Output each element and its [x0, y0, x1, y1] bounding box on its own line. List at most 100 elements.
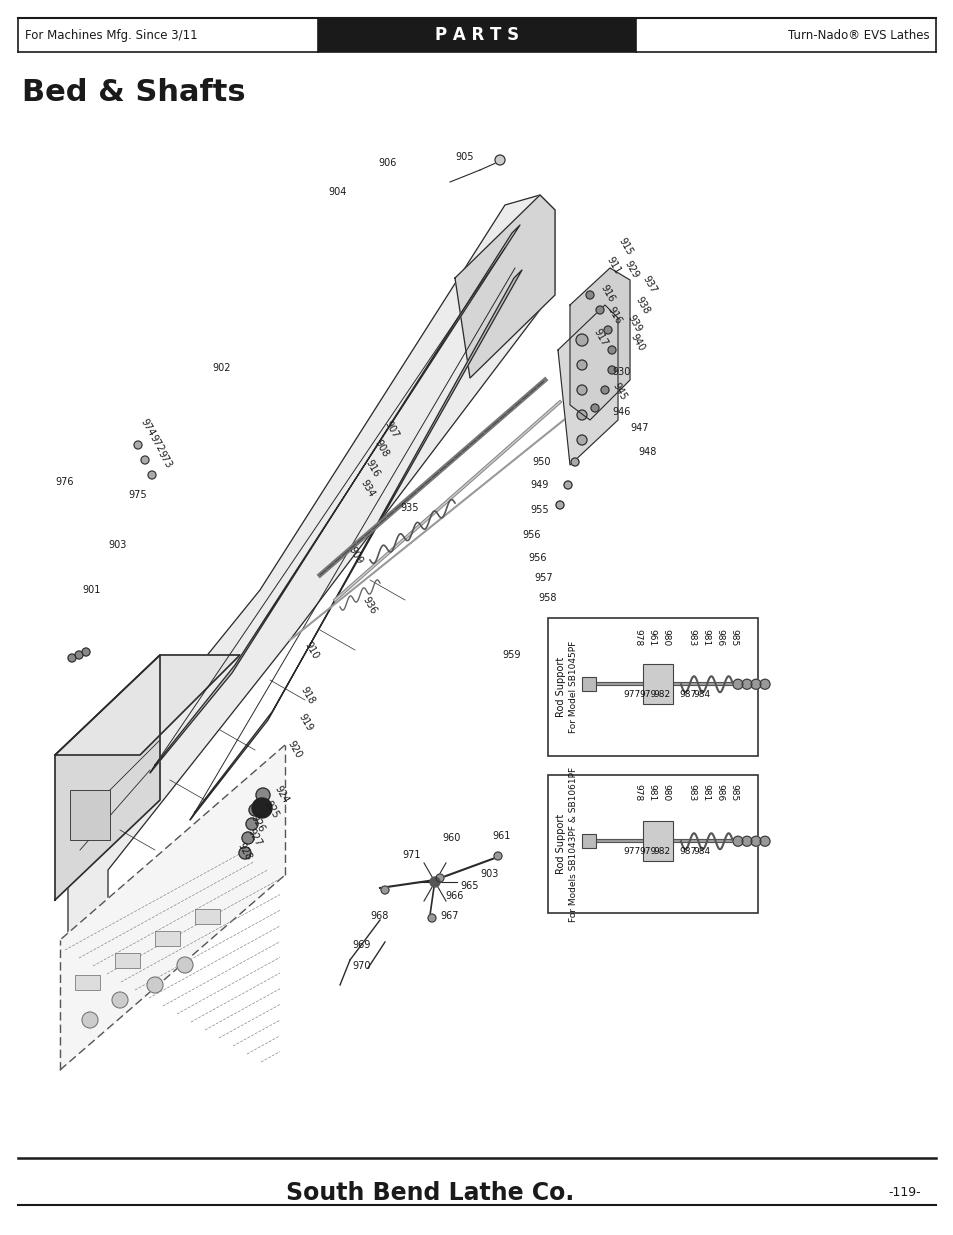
Text: Rod Support: Rod Support: [556, 657, 565, 718]
Circle shape: [760, 679, 769, 689]
Text: 906: 906: [378, 158, 396, 168]
Text: 981: 981: [700, 630, 710, 647]
Text: 925: 925: [263, 799, 281, 820]
Text: 978: 978: [633, 630, 641, 647]
Text: 961: 961: [493, 831, 511, 841]
Circle shape: [760, 836, 769, 846]
Text: 916: 916: [598, 283, 617, 304]
Circle shape: [252, 798, 272, 818]
Text: Rod Support: Rod Support: [556, 814, 565, 874]
Text: 956: 956: [522, 530, 540, 540]
Text: 934: 934: [358, 478, 376, 499]
Text: 909: 909: [347, 545, 365, 566]
Text: For Models SB1043PF & SB1061PF: For Models SB1043PF & SB1061PF: [569, 767, 578, 921]
Text: 926: 926: [249, 814, 267, 835]
Circle shape: [603, 326, 612, 333]
Polygon shape: [455, 195, 555, 378]
Bar: [642, 821, 672, 861]
Circle shape: [576, 333, 587, 346]
Text: 916: 916: [605, 305, 623, 326]
Text: 902: 902: [213, 363, 231, 373]
Circle shape: [563, 480, 572, 489]
Circle shape: [82, 1011, 98, 1028]
Circle shape: [249, 804, 261, 816]
Text: 976: 976: [55, 477, 74, 487]
Text: 907: 907: [383, 420, 400, 441]
Text: 979: 979: [639, 690, 656, 699]
Text: 982: 982: [653, 847, 670, 857]
Polygon shape: [55, 655, 160, 900]
Text: 917: 917: [592, 327, 609, 348]
Text: 946: 946: [612, 408, 631, 417]
Text: 916: 916: [364, 457, 381, 478]
Circle shape: [577, 435, 586, 445]
Text: 920: 920: [286, 740, 304, 761]
Text: 947: 947: [630, 424, 649, 433]
Text: 980: 980: [660, 784, 670, 802]
Text: 983: 983: [687, 630, 696, 647]
Text: 919: 919: [296, 711, 314, 732]
Circle shape: [556, 501, 563, 509]
Text: 981: 981: [647, 784, 656, 802]
Text: 984: 984: [693, 690, 710, 699]
Circle shape: [495, 156, 504, 165]
Text: 987: 987: [679, 847, 696, 857]
Text: 904: 904: [329, 186, 347, 198]
Text: 937: 937: [640, 274, 659, 295]
Text: 945: 945: [611, 382, 628, 403]
Text: 987: 987: [679, 690, 696, 699]
Text: 930: 930: [612, 367, 631, 377]
Circle shape: [82, 648, 90, 656]
Text: 967: 967: [440, 911, 458, 921]
Text: 958: 958: [538, 593, 557, 603]
Text: Bed & Shafts: Bed & Shafts: [22, 78, 245, 107]
Text: 948: 948: [639, 447, 657, 457]
Text: 936: 936: [360, 594, 378, 615]
Text: 901: 901: [83, 585, 101, 595]
Polygon shape: [150, 225, 519, 773]
Circle shape: [68, 655, 76, 662]
Text: -119-: -119-: [888, 1187, 921, 1199]
Circle shape: [571, 458, 578, 466]
Circle shape: [741, 679, 751, 689]
Bar: [70, 790, 110, 840]
Text: Turn-Nado® EVS Lathes: Turn-Nado® EVS Lathes: [787, 28, 929, 42]
Text: 973: 973: [156, 450, 173, 471]
Circle shape: [607, 366, 616, 374]
Polygon shape: [60, 745, 285, 1070]
Text: 979: 979: [639, 847, 656, 857]
Circle shape: [133, 441, 142, 450]
Bar: [317, 19, 636, 52]
Text: 903: 903: [480, 869, 498, 879]
Text: 977: 977: [622, 690, 640, 699]
Circle shape: [577, 385, 586, 395]
Circle shape: [239, 847, 251, 860]
Circle shape: [380, 885, 389, 894]
Text: 949: 949: [530, 480, 549, 490]
Circle shape: [428, 914, 436, 923]
Text: 981: 981: [700, 784, 710, 802]
Polygon shape: [55, 655, 240, 755]
Circle shape: [75, 651, 83, 659]
Text: 908: 908: [373, 437, 391, 458]
Text: 961: 961: [647, 630, 656, 647]
Circle shape: [436, 874, 443, 882]
Text: 950: 950: [532, 457, 551, 467]
Text: 972: 972: [148, 433, 166, 454]
Text: 903: 903: [109, 540, 127, 550]
Circle shape: [242, 832, 253, 844]
Text: 984: 984: [693, 847, 710, 857]
Text: 982: 982: [653, 690, 670, 699]
Circle shape: [141, 456, 149, 464]
Text: 911: 911: [604, 254, 622, 275]
Text: 986: 986: [715, 784, 723, 802]
Bar: [581, 677, 596, 692]
Text: 970: 970: [353, 961, 371, 971]
Polygon shape: [558, 305, 618, 466]
Bar: [547, 618, 758, 756]
Circle shape: [732, 836, 742, 846]
Circle shape: [600, 387, 608, 394]
Text: 939: 939: [625, 312, 643, 333]
Circle shape: [585, 291, 594, 299]
Circle shape: [246, 818, 257, 830]
